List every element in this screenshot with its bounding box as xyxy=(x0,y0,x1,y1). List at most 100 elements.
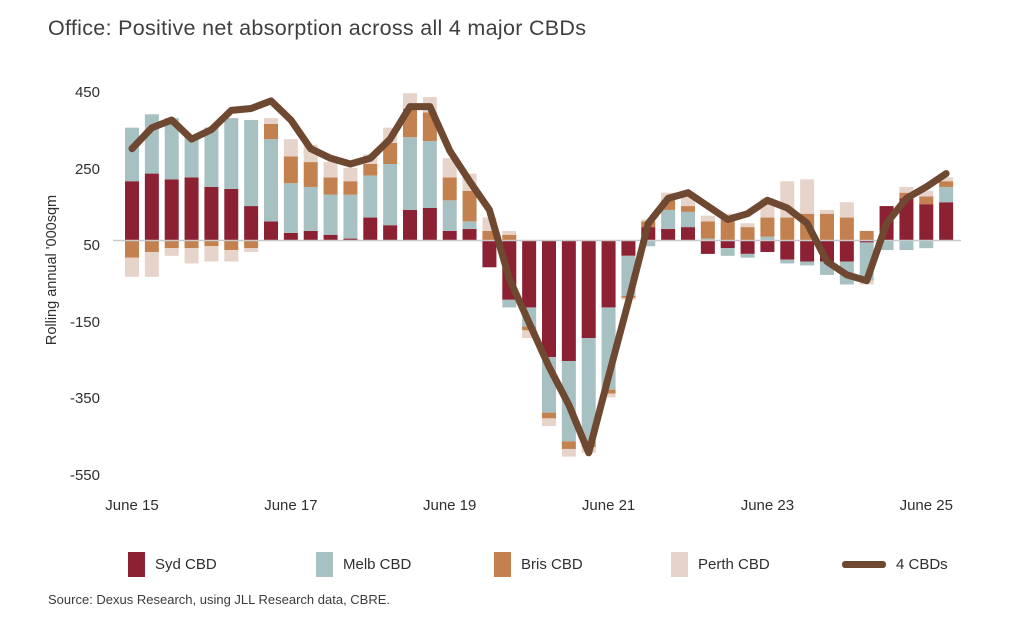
x-tick-label: June 21 xyxy=(581,497,636,514)
bar-segment-syd xyxy=(601,240,616,308)
bar-segment-syd xyxy=(204,186,219,241)
y-tick-label: -550 xyxy=(69,466,100,484)
legend-color-swatch xyxy=(128,551,145,577)
bar-segment-melb xyxy=(402,137,417,210)
bar-segment-syd xyxy=(522,240,537,308)
bar-segment-syd xyxy=(343,238,358,241)
bar-segment-melb xyxy=(204,127,219,187)
bar-segment-syd xyxy=(800,240,815,262)
bar-segment-syd xyxy=(363,217,378,241)
bar-segment-syd xyxy=(700,240,715,254)
bar-segment-perth xyxy=(164,248,179,256)
legend-item-bris-cbd: Bris CBD xyxy=(494,549,583,579)
bar-segment-syd xyxy=(720,240,735,249)
bar-segment-melb xyxy=(224,118,239,189)
bar-segment-perth xyxy=(283,139,298,157)
bar-segment-perth xyxy=(541,418,556,427)
bar-segment-bris xyxy=(502,234,517,241)
bar-segment-syd xyxy=(661,229,676,241)
bar-segment-melb xyxy=(263,139,278,222)
four-cbds-total-line xyxy=(128,97,950,457)
bar-segment-bris xyxy=(859,230,874,241)
bar-segment-perth xyxy=(561,448,576,457)
bar-segment-bris xyxy=(939,181,954,187)
legend-label: 4 CBDs xyxy=(896,555,948,573)
bar-segment-syd xyxy=(780,240,795,260)
bar-segment-syd xyxy=(561,240,576,361)
bar-segment-perth xyxy=(839,202,854,218)
bar-segment-bris xyxy=(204,240,219,247)
bar-segment-melb xyxy=(899,240,914,251)
bar-segment-perth xyxy=(800,179,815,214)
bar-segment-syd xyxy=(899,198,914,241)
bar-segment-bris xyxy=(144,240,159,252)
bar-segment-bris xyxy=(383,142,398,164)
bar-segment-melb xyxy=(502,299,517,308)
bar-segment-syd xyxy=(244,206,259,241)
bar-segment-syd xyxy=(125,181,139,241)
bar-segment-bris xyxy=(780,217,795,241)
bar-segment-perth xyxy=(899,186,914,193)
bar-segment-melb xyxy=(581,338,596,442)
bar-segment-perth xyxy=(144,251,159,277)
bar-segment-bris xyxy=(819,213,834,241)
bar-segment-syd xyxy=(283,232,298,241)
bar-segment-perth xyxy=(323,162,338,178)
x-tick-label: June 19 xyxy=(422,497,477,514)
chart-title: Office: Positive net absorption across a… xyxy=(48,16,587,40)
bar-segment-melb xyxy=(125,127,139,182)
bar-segment-bris xyxy=(224,240,239,251)
bar-segment-syd xyxy=(402,209,417,241)
bar-segment-melb xyxy=(383,164,398,226)
bar-segment-syd xyxy=(144,173,159,241)
bar-segment-syd xyxy=(422,207,437,241)
bar-segment-melb xyxy=(422,141,437,208)
bar-segment-syd xyxy=(541,240,556,358)
legend-label: Melb CBD xyxy=(343,555,412,573)
bar-segment-syd xyxy=(760,240,775,252)
bar-segment-perth xyxy=(601,393,616,398)
bar-segment-bris xyxy=(283,156,298,184)
bar-segment-syd xyxy=(621,240,636,256)
bar-segment-bris xyxy=(462,190,477,222)
x-tick-label: June 23 xyxy=(740,497,795,514)
bar-segment-perth xyxy=(244,248,259,252)
bar-segment-perth xyxy=(125,257,139,277)
bar-segment-melb xyxy=(244,120,259,207)
source-note: Source: Dexus Research, using JLL Resear… xyxy=(48,592,391,607)
bar-segment-perth xyxy=(819,209,834,214)
y-tick-label: -350 xyxy=(69,390,100,408)
bar-segment-perth xyxy=(700,215,715,222)
bar-segment-melb xyxy=(680,211,695,228)
bar-segment-perth xyxy=(740,223,755,228)
bar-segment-perth xyxy=(939,177,954,182)
bar-segment-melb xyxy=(303,186,318,231)
bar-segment-bris xyxy=(263,123,278,140)
bar-segment-melb xyxy=(939,186,954,203)
bar-segment-melb xyxy=(442,200,457,231)
bar-segment-syd xyxy=(442,230,457,241)
x-tick-label: June 17 xyxy=(264,497,318,514)
bar-segment-melb xyxy=(641,240,656,247)
bar-segment-syd xyxy=(184,177,199,241)
bar-segment-syd xyxy=(939,202,954,241)
legend-item-perth-cbd: Perth CBD xyxy=(671,549,770,579)
bar-segment-melb xyxy=(760,236,775,241)
bar-segment-syd xyxy=(740,240,755,254)
legend-label: Syd CBD xyxy=(155,555,217,573)
bar-segment-bris xyxy=(541,412,556,419)
chart-legend: Syd CBD Melb CBD Bris CBD Perth CBD 4 CBDs xyxy=(0,549,1024,579)
bar-segment-melb xyxy=(462,221,477,230)
y-tick-label: 450 xyxy=(74,84,100,102)
bar-segment-perth xyxy=(919,190,934,197)
bar-segment-syd xyxy=(383,225,398,241)
bar-segment-melb xyxy=(343,194,358,239)
y-tick-label: -150 xyxy=(69,313,100,331)
bar-segment-bris xyxy=(482,230,497,241)
bar-segment-melb xyxy=(800,261,815,266)
bar-segment-bris xyxy=(919,196,934,205)
y-tick-label: 250 xyxy=(74,160,100,178)
bar-segment-syd xyxy=(680,227,695,241)
bar-segment-bris xyxy=(561,441,576,449)
bar-segment-perth xyxy=(204,246,219,262)
